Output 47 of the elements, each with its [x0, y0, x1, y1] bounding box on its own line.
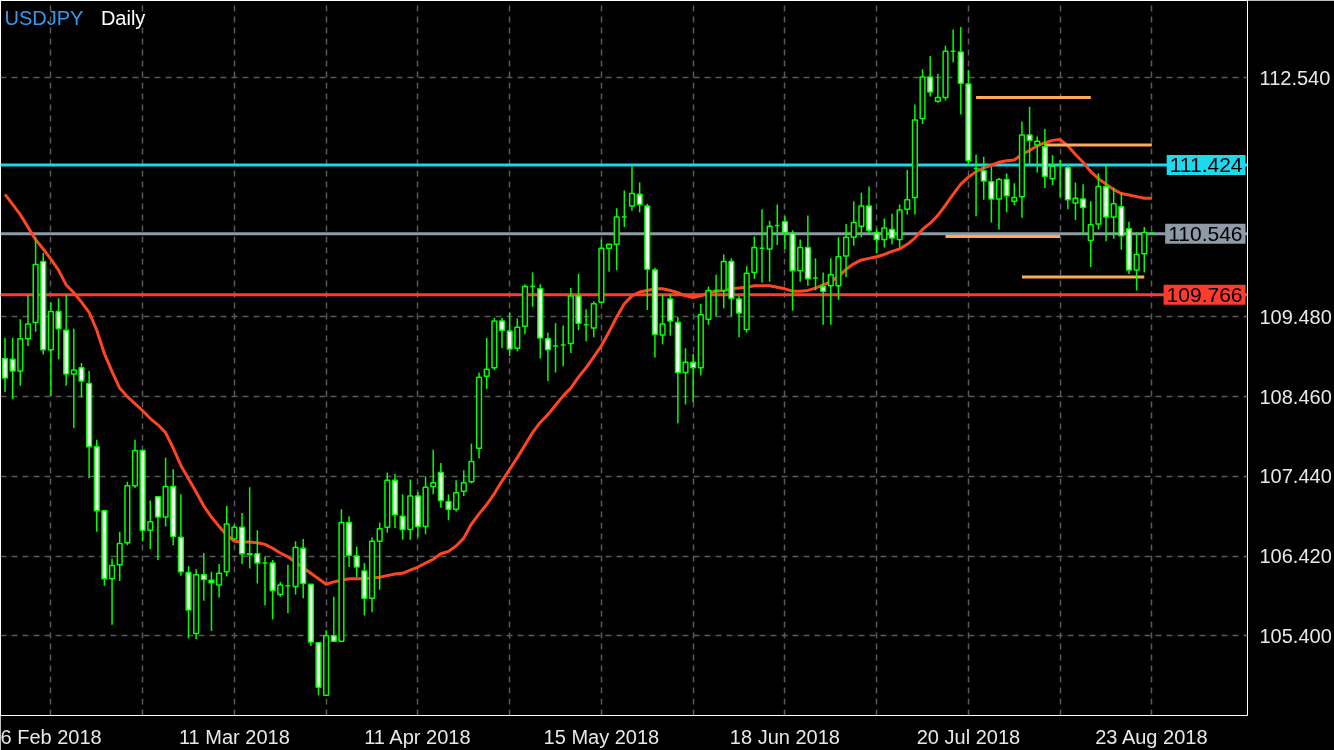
candlestick: [24, 294, 32, 347]
candlestick: [1141, 226, 1148, 274]
candlestick: [353, 545, 360, 578]
candlestick: [460, 469, 467, 497]
candlestick: [430, 449, 437, 496]
x-tick-label: 20 Jul 2018: [916, 725, 1021, 748]
candlestick: [498, 317, 506, 349]
x-tick-label: 11 Apr 2018: [364, 725, 471, 748]
candlestick: [735, 295, 743, 339]
x-tick-label: 23 Aug 2018: [1095, 725, 1208, 748]
candlestick: [1011, 182, 1018, 206]
candlestick: [988, 166, 995, 224]
candlestick: [544, 331, 551, 382]
x-tick-label: 15 May 2018: [543, 725, 660, 748]
candlestick: [483, 337, 490, 390]
y-tick-label: 112.540: [1259, 66, 1331, 89]
candlestick: [820, 271, 827, 326]
candlestick: [116, 531, 123, 582]
y-tick-label: 105.400: [1259, 624, 1332, 647]
candlestick: [781, 215, 789, 250]
x-tick-label: 11 Mar 2018: [178, 725, 290, 748]
candlestick: [667, 293, 674, 337]
ref-line-label: 111.424: [1169, 153, 1243, 177]
candlestick: [636, 181, 643, 214]
candlestick: [980, 156, 987, 201]
ref-line-label: 109.766: [1166, 282, 1243, 306]
ref-line-label: 110.546: [1168, 221, 1243, 245]
candlestick: [376, 521, 383, 591]
candlestick: [628, 164, 636, 212]
y-tick-label: 108.460: [1259, 385, 1332, 408]
chart-title: USDJPY: [4, 6, 84, 29]
y-tick-label: 106.420: [1259, 545, 1332, 568]
candlestick: [842, 223, 850, 278]
chart-subtitle: Daily: [100, 6, 146, 29]
x-tick-label: 6 Feb 2018: [0, 725, 102, 748]
candlestick: [766, 220, 773, 283]
x-tick-label: 18 Jun 2018: [729, 725, 840, 748]
candlestick: [468, 442, 475, 485]
candlestick: [995, 177, 1003, 231]
candlestick: [1133, 231, 1140, 292]
candlestick: [1003, 172, 1010, 214]
candlestick: [1034, 135, 1041, 174]
y-tick-label: 109.480: [1259, 305, 1332, 328]
candlestick: [904, 169, 911, 216]
candlestick: [1087, 200, 1094, 268]
y-tick-label: 107.440: [1259, 465, 1332, 488]
candlestick: [200, 552, 207, 602]
